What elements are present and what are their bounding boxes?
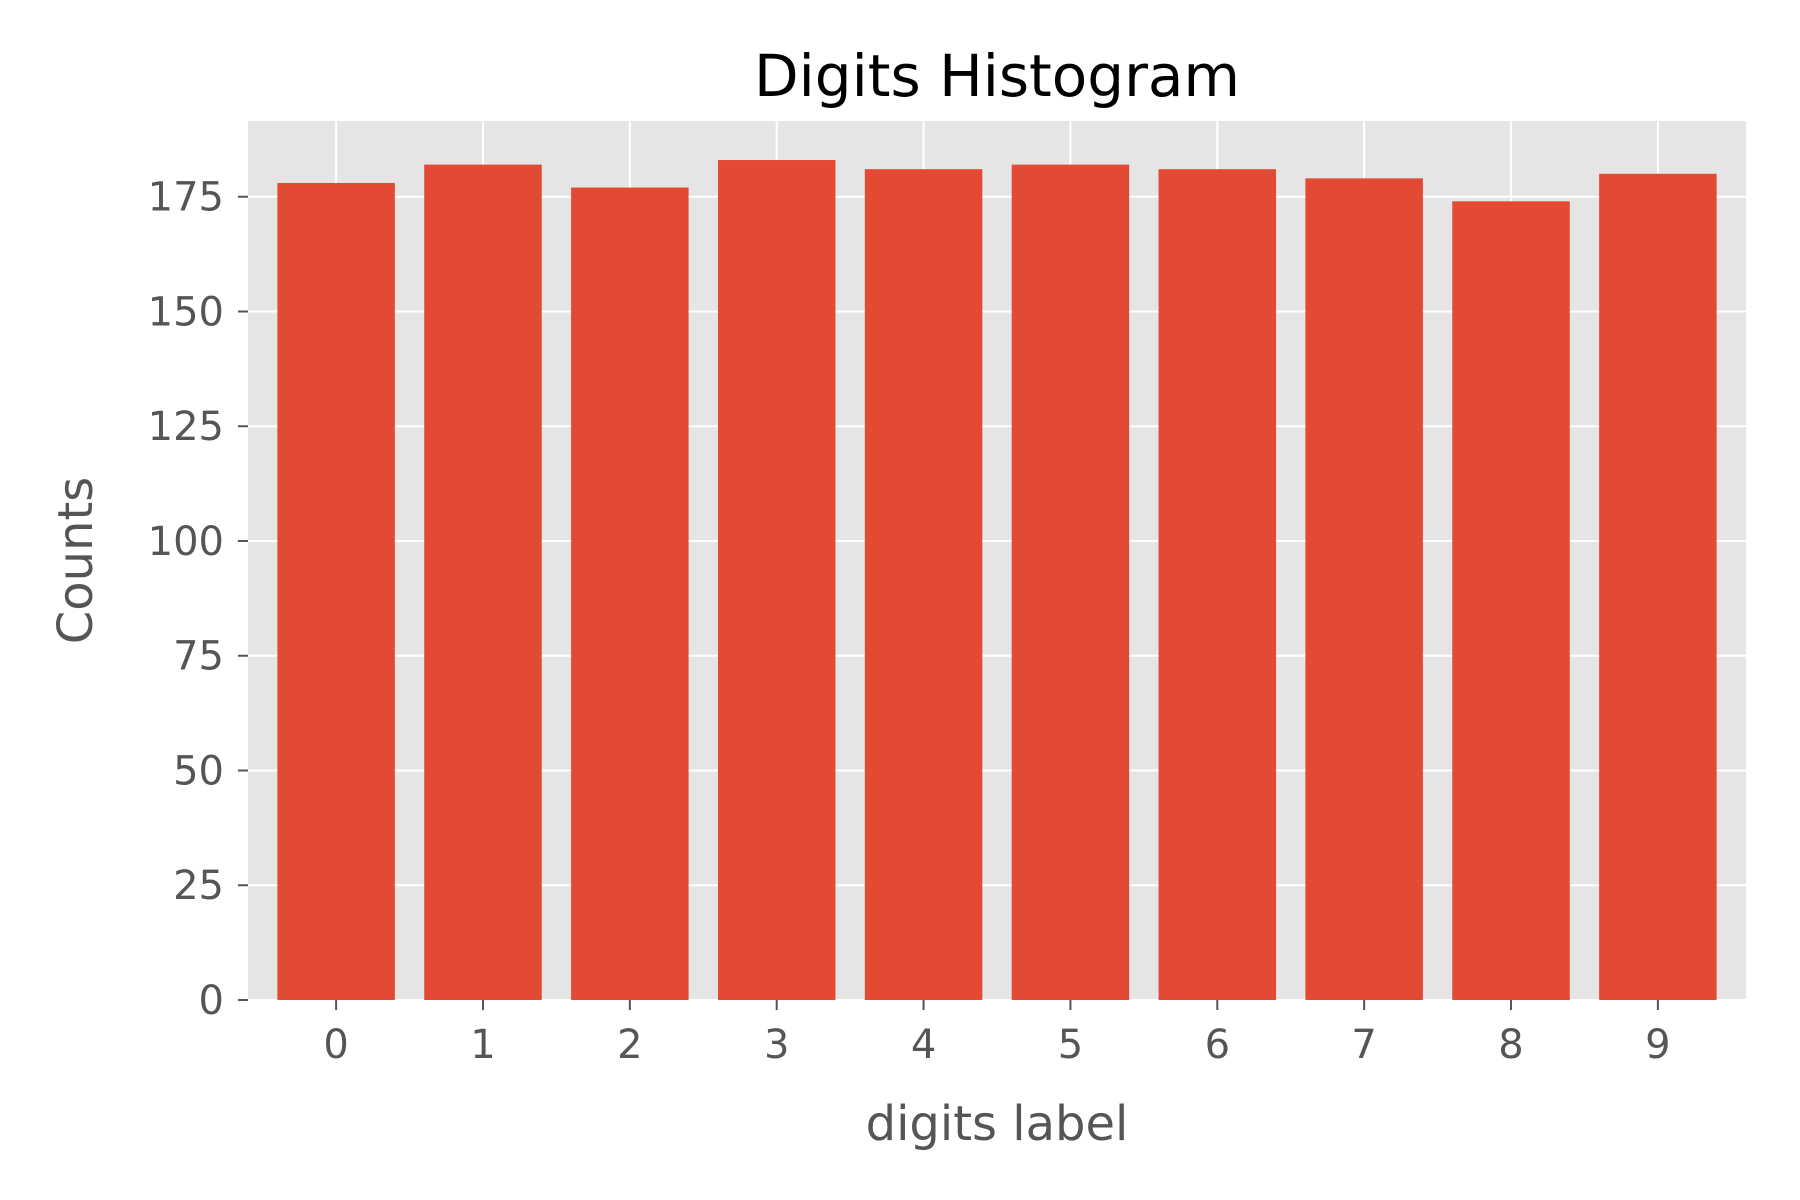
x-tick-label: 8	[1498, 1022, 1523, 1068]
y-tick-label: 25	[173, 863, 224, 909]
x-tick-label: 1	[470, 1022, 495, 1068]
y-tick-label: 150	[148, 289, 224, 335]
x-tick-label: 9	[1645, 1022, 1670, 1068]
y-tick-label: 50	[173, 748, 224, 794]
x-tick-label: 2	[617, 1022, 642, 1068]
x-tick-label: 4	[911, 1022, 936, 1068]
x-tick-label: 0	[323, 1022, 348, 1068]
x-tick-label: 6	[1205, 1022, 1230, 1068]
x-tick-label: 3	[764, 1022, 789, 1068]
y-axis-ticks: 0 25 50 75 100 125 150 175	[148, 175, 248, 1024]
bar-6	[1158, 169, 1277, 1001]
x-axis-label: digits label	[866, 1096, 1129, 1152]
x-tick-label: 5	[1058, 1022, 1083, 1068]
chart-title: Digits Histogram	[754, 42, 1240, 110]
bar-9	[1599, 173, 1717, 1001]
bar-1	[424, 164, 542, 1001]
x-tick-label: 7	[1351, 1022, 1376, 1068]
bar-2	[571, 187, 689, 1000]
bar-5	[1011, 164, 1130, 1001]
y-tick-label: 125	[148, 404, 224, 450]
bar-4	[864, 169, 983, 1001]
y-tick-label: 0	[199, 978, 224, 1024]
bar-0	[277, 182, 395, 1000]
x-axis-ticks: 0 1 2 3 4 5 6 7 8 9	[323, 1000, 1671, 1068]
bar-3	[717, 160, 836, 1000]
y-tick-label: 100	[148, 519, 224, 565]
y-axis-label: Counts	[48, 477, 104, 645]
bar-8	[1452, 201, 1570, 1001]
y-tick-label: 75	[173, 634, 224, 680]
bar-7	[1305, 178, 1423, 1000]
bars	[277, 160, 1717, 1001]
y-tick-label: 175	[148, 175, 224, 221]
